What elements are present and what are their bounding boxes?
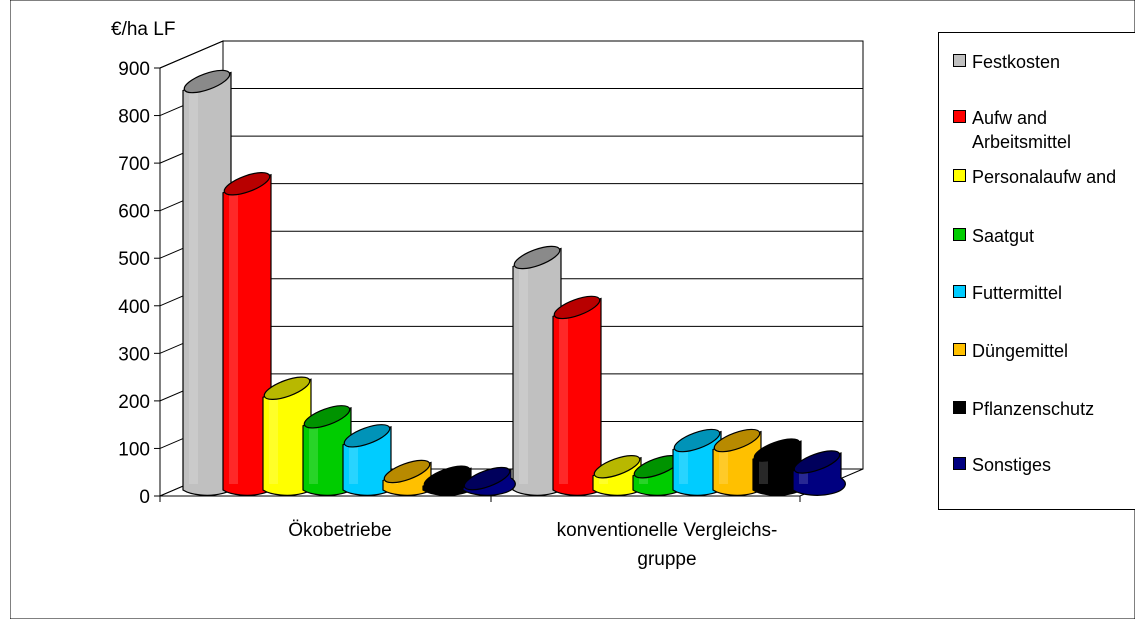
y-tick-label: 800 — [118, 107, 150, 128]
legend-swatch — [953, 169, 966, 182]
bar — [792, 450, 846, 496]
legend-label: Festkosten — [972, 52, 1061, 72]
legend-item: Festkosten — [953, 50, 1135, 74]
legend-swatch — [953, 343, 966, 356]
legend: Festkosten Aufw and Arbeitsmittel Personal… — [938, 32, 1135, 510]
chart-frame: 0 100 200 300 400 500 600 700 800 900 Ökobetriebe… — [10, 0, 1135, 619]
legend-item: Futtermittel — [953, 281, 1135, 305]
x-category-label: konventionelle Vergleichs- — [557, 520, 778, 541]
bar — [712, 428, 766, 496]
bar — [672, 428, 726, 496]
legend-label: Personalaufw and — [972, 167, 1117, 187]
y-tick-label: 500 — [118, 249, 150, 270]
legend-label: Sonstiges — [972, 455, 1052, 475]
legend-swatch — [953, 228, 966, 241]
y-unit-label: €/ha LF — [111, 19, 175, 40]
legend-label: Aufw and Arbeitsmittel — [972, 108, 1072, 152]
legend-label: Pflanzenschutz — [972, 399, 1095, 419]
bar — [752, 438, 806, 496]
y-tick-label: 700 — [118, 154, 150, 175]
legend-swatch — [953, 401, 966, 414]
bar — [592, 455, 646, 496]
legend-item: Pflanzenschutz — [953, 397, 1135, 421]
bar — [342, 424, 396, 496]
y-tick-label: 600 — [118, 202, 150, 223]
y-tick-label: 300 — [118, 344, 150, 365]
y-tick-label: 100 — [118, 439, 150, 460]
legend-item: Sonstiges — [953, 453, 1135, 477]
legend-label: Futtermittel — [972, 283, 1063, 303]
legend-item: Düngemittel — [953, 339, 1135, 363]
legend-label: Saatgut — [972, 226, 1035, 246]
x-category-label: Ökobetriebe — [288, 520, 392, 541]
legend-label: Düngemittel — [972, 341, 1069, 361]
bar — [552, 295, 606, 496]
bar — [262, 376, 316, 496]
legend-item: Saatgut — [953, 224, 1135, 248]
bar — [462, 466, 516, 496]
legend-item: Aufw and Arbeitsmittel — [953, 106, 1135, 154]
y-tick-label: 0 — [139, 487, 150, 508]
y-tick-label: 900 — [118, 59, 150, 80]
legend-swatch — [953, 54, 966, 67]
y-tick-label: 400 — [118, 297, 150, 318]
gridline — [159, 40, 863, 69]
legend-swatch — [953, 457, 966, 470]
y-tick-label: 200 — [118, 392, 150, 413]
legend-swatch — [953, 285, 966, 298]
legend-swatch — [953, 110, 966, 123]
legend-item: Personalaufw and — [953, 165, 1135, 189]
bar — [512, 245, 566, 496]
x-category-label: gruppe — [637, 549, 696, 570]
